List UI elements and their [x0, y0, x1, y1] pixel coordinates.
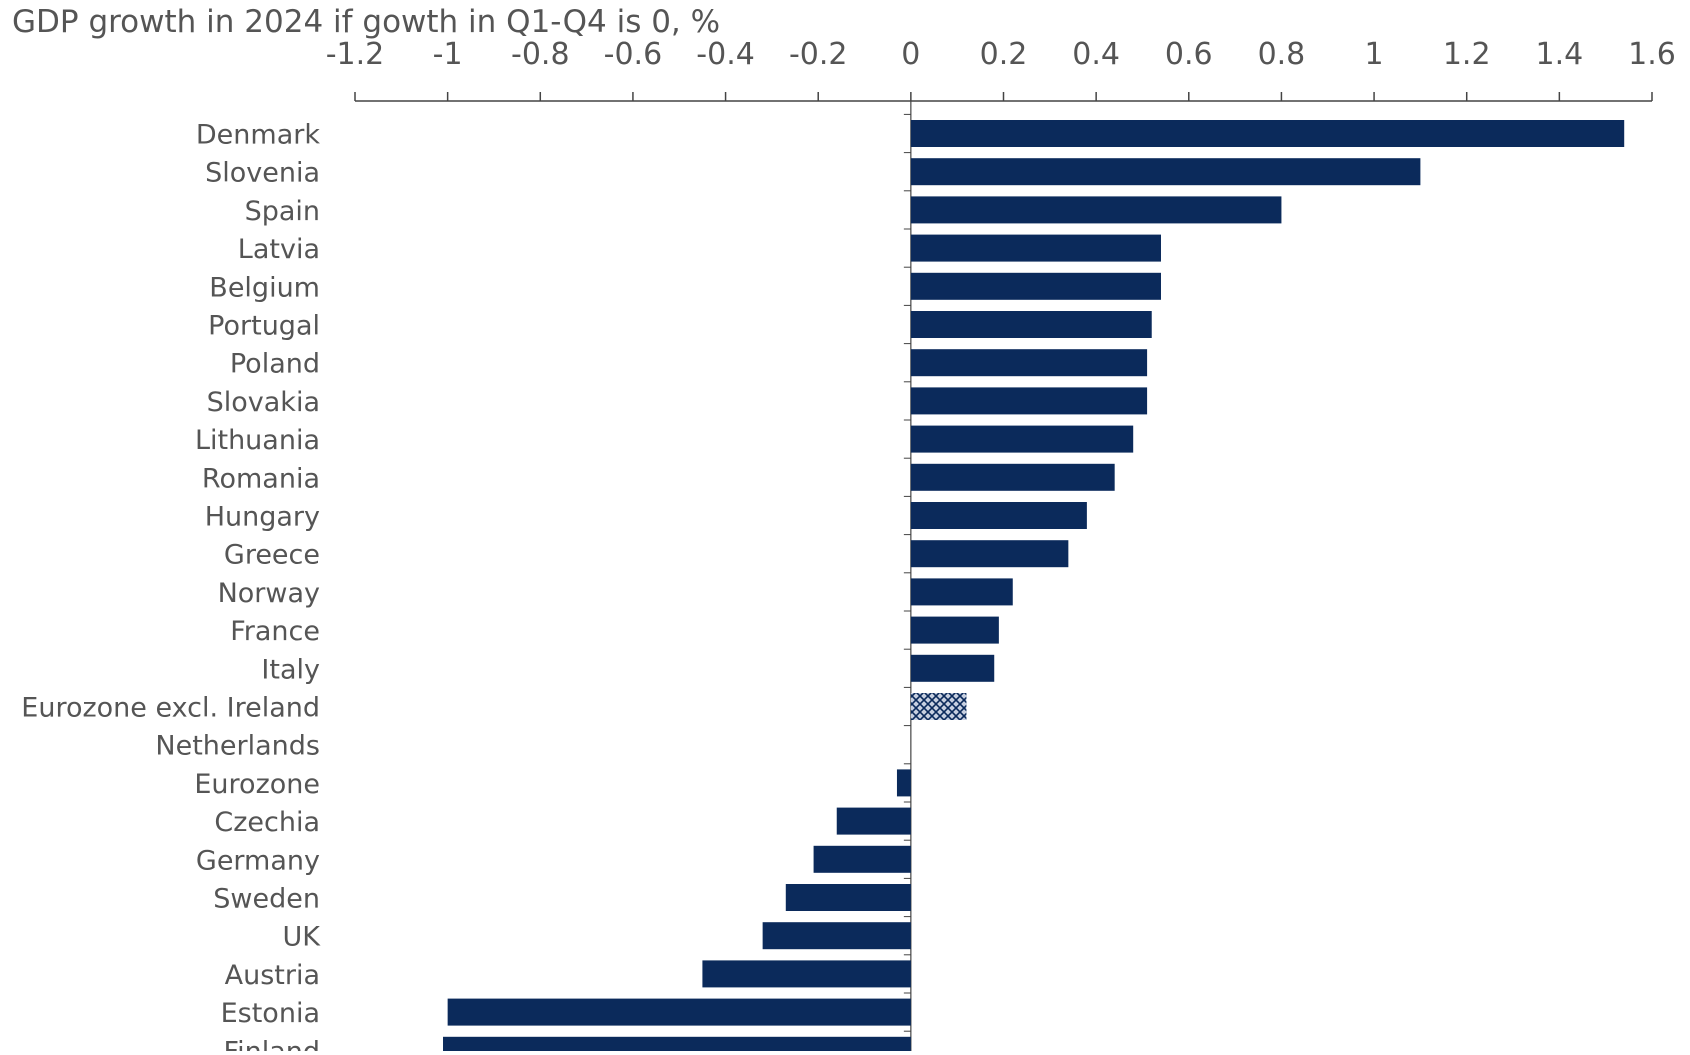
x-tick-label: -1.2: [326, 37, 385, 72]
x-tick-label: -0.8: [511, 37, 570, 72]
category-label: Spain: [245, 196, 320, 227]
bar-latvia: [910, 234, 1161, 262]
category-label: Poland: [230, 349, 320, 380]
x-tick-label: 1.2: [1443, 37, 1491, 72]
x-tick-label: -0.2: [789, 37, 848, 72]
bar-denmark: [910, 120, 1625, 147]
x-tick-label: -1: [433, 37, 463, 72]
bar-norway: [910, 578, 1013, 606]
category-label: Estonia: [221, 998, 320, 1029]
category-label: Germany: [196, 845, 320, 876]
bar-spain: [910, 196, 1282, 224]
bar-germany: [813, 845, 911, 873]
bar-poland: [910, 349, 1148, 377]
category-label: Eurozone: [194, 769, 320, 800]
category-label: Austria: [225, 960, 320, 991]
x-tick-label: 0: [901, 37, 920, 72]
category-label: Lithuania: [195, 425, 320, 456]
bar-eurozone-excl-ireland: [910, 693, 967, 720]
chart-title: GDP growth in 2024 if gowth in Q1-Q4 is …: [12, 4, 721, 40]
category-label: Hungary: [205, 502, 320, 533]
category-label: Czechia: [214, 807, 320, 838]
bar-france: [910, 616, 999, 644]
category-label: Netherlands: [155, 731, 320, 762]
category-label: Belgium: [209, 272, 320, 303]
category-label: Finland: [224, 1036, 320, 1051]
bar-finland: [443, 1036, 911, 1055]
x-tick-label: 1.6: [1628, 37, 1676, 72]
x-tick-label: 0.2: [980, 37, 1028, 72]
category-label: Sweden: [213, 884, 320, 915]
category-label: Portugal: [208, 311, 320, 342]
category-label: Slovakia: [207, 387, 320, 418]
bar-slovenia: [910, 158, 1421, 186]
x-tick-label: 0.6: [1165, 37, 1213, 72]
x-tick-label: 0.4: [1072, 37, 1120, 72]
x-tick-label: 0.8: [1258, 37, 1306, 72]
category-label: Norway: [218, 578, 320, 609]
category-label: UK: [283, 922, 322, 953]
category-label: Eurozone excl. Ireland: [21, 693, 320, 724]
category-label: Latvia: [238, 234, 320, 265]
x-tick-label: -0.4: [696, 37, 755, 72]
bar-czechia: [836, 807, 911, 835]
category-label: Denmark: [196, 120, 320, 151]
bar-estonia: [447, 998, 911, 1026]
category-label: Greece: [224, 540, 320, 571]
bar-hungary: [910, 502, 1087, 529]
category-label: Romania: [202, 463, 320, 494]
bar-greece: [910, 540, 1069, 568]
bar-portugal: [910, 311, 1152, 338]
bar-uk: [762, 922, 911, 950]
x-tick-label: 1.4: [1535, 37, 1583, 72]
bar-austria: [702, 960, 911, 988]
bar-belgium: [910, 272, 1161, 300]
bar-romania: [910, 463, 1115, 491]
bar-lithuania: [910, 425, 1134, 453]
bar-italy: [910, 654, 995, 682]
bar-sweden: [785, 884, 911, 911]
category-label: Slovenia: [205, 158, 320, 189]
x-tick-label: 1: [1365, 37, 1384, 72]
category-label: France: [230, 616, 320, 647]
bar-slovakia: [910, 387, 1148, 415]
bar-eurozone: [896, 769, 911, 797]
x-tick-label: -0.6: [604, 37, 663, 72]
category-label: Italy: [261, 654, 320, 685]
